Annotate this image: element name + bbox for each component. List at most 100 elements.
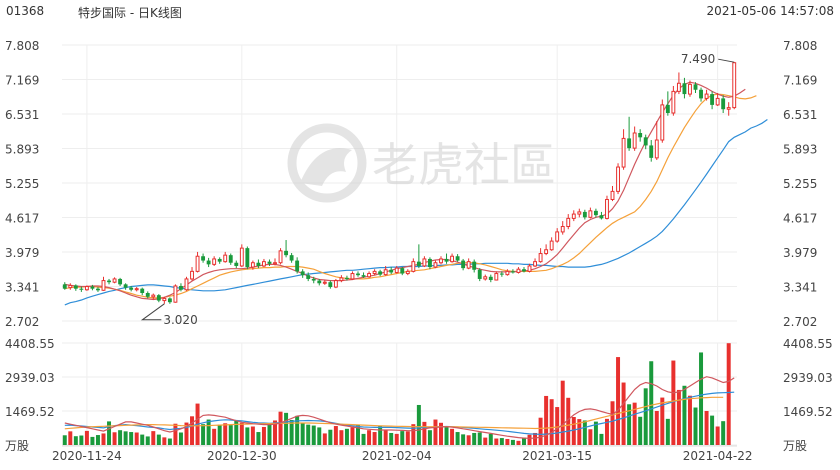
candle-body xyxy=(527,265,532,272)
high-leader-line xyxy=(718,58,735,63)
candle xyxy=(538,248,543,263)
candle xyxy=(118,277,123,286)
candle-body xyxy=(250,262,255,268)
candle xyxy=(367,271,372,278)
volume-bar xyxy=(273,420,278,445)
candle xyxy=(439,256,443,265)
candle xyxy=(339,275,344,283)
candle-body xyxy=(654,139,659,159)
candle-body xyxy=(616,166,620,192)
volume-bar xyxy=(616,357,621,445)
candle-body xyxy=(118,278,123,285)
candle-body xyxy=(444,258,449,262)
candle xyxy=(533,258,537,268)
candle-body xyxy=(394,267,399,273)
candle xyxy=(129,285,134,292)
volume-tick-label-right: 4408.55 xyxy=(783,337,833,351)
candle xyxy=(461,258,466,271)
candle-body xyxy=(494,273,499,281)
volume-bar xyxy=(521,437,526,445)
candle xyxy=(588,207,593,219)
candle xyxy=(389,267,394,275)
candle xyxy=(527,263,532,273)
candle-body xyxy=(201,256,206,261)
candle-body xyxy=(726,107,731,110)
candle-body xyxy=(665,104,670,113)
volume-bar xyxy=(212,428,217,445)
candle xyxy=(610,185,615,202)
candle xyxy=(472,259,477,273)
candle xyxy=(311,276,316,284)
candle-body xyxy=(339,277,344,282)
candle xyxy=(605,195,609,220)
y-tick-label-right: 6.531 xyxy=(783,108,817,122)
volume-bar xyxy=(472,432,477,445)
candle xyxy=(134,287,139,292)
volume-bar xyxy=(527,434,532,445)
volume-bar xyxy=(118,430,123,445)
candle xyxy=(427,257,432,270)
candle xyxy=(571,210,576,222)
volume-bar xyxy=(477,432,482,445)
volume-bar xyxy=(427,430,432,445)
candle-body xyxy=(522,269,526,272)
y-tick-label-right: 3.979 xyxy=(783,246,817,260)
candle-body xyxy=(378,271,383,275)
candle xyxy=(466,258,471,270)
volume-bar xyxy=(184,422,189,445)
candle xyxy=(649,140,654,162)
volume-tick-label-right: 2939.03 xyxy=(783,371,833,385)
volume-bar xyxy=(239,422,244,445)
candle xyxy=(383,265,388,276)
candle-body xyxy=(62,284,67,289)
candle-body xyxy=(256,262,261,266)
candle-body xyxy=(73,285,78,289)
candle xyxy=(256,259,261,269)
candle-body xyxy=(356,273,360,276)
candle-body xyxy=(649,145,654,158)
y-tick-label-right: 7.808 xyxy=(783,39,817,53)
volume-bar xyxy=(123,431,128,445)
candle xyxy=(726,102,731,116)
candle-body xyxy=(405,270,410,275)
candle xyxy=(688,80,692,97)
candle-body xyxy=(96,288,100,291)
candle xyxy=(101,276,106,291)
candle-body xyxy=(123,284,128,288)
candle xyxy=(400,267,405,276)
volume-bar xyxy=(544,395,549,445)
volume-bar xyxy=(566,397,571,445)
y-tick-label-left: 6.531 xyxy=(5,108,39,122)
volume-bar xyxy=(577,419,582,445)
candle-body xyxy=(84,286,89,291)
candle xyxy=(228,253,233,265)
candle-body xyxy=(510,271,515,273)
volume-tick-label-left: 2939.03 xyxy=(5,371,55,385)
candle xyxy=(284,240,289,258)
volume-bar xyxy=(533,432,538,445)
candle-body xyxy=(455,256,460,261)
x-tick-label: 2021-04-22 xyxy=(683,449,753,463)
candle xyxy=(273,258,277,266)
candle xyxy=(682,77,687,99)
volume-bar xyxy=(687,395,692,445)
volume-bar xyxy=(361,433,366,445)
volume-bar xyxy=(638,416,643,445)
candle xyxy=(356,271,360,277)
candle xyxy=(140,287,145,296)
candle-body xyxy=(68,284,73,289)
candle xyxy=(455,254,460,262)
candle xyxy=(62,282,67,290)
candle xyxy=(693,82,698,93)
candle xyxy=(494,271,499,281)
candle xyxy=(372,269,377,276)
volume-bar xyxy=(632,402,637,445)
candle-body xyxy=(239,247,244,267)
candle xyxy=(660,99,665,143)
candle xyxy=(223,251,228,263)
candle-body xyxy=(450,255,454,263)
volume-bar xyxy=(350,427,355,445)
volume-bar xyxy=(278,411,283,445)
candle xyxy=(278,248,283,265)
